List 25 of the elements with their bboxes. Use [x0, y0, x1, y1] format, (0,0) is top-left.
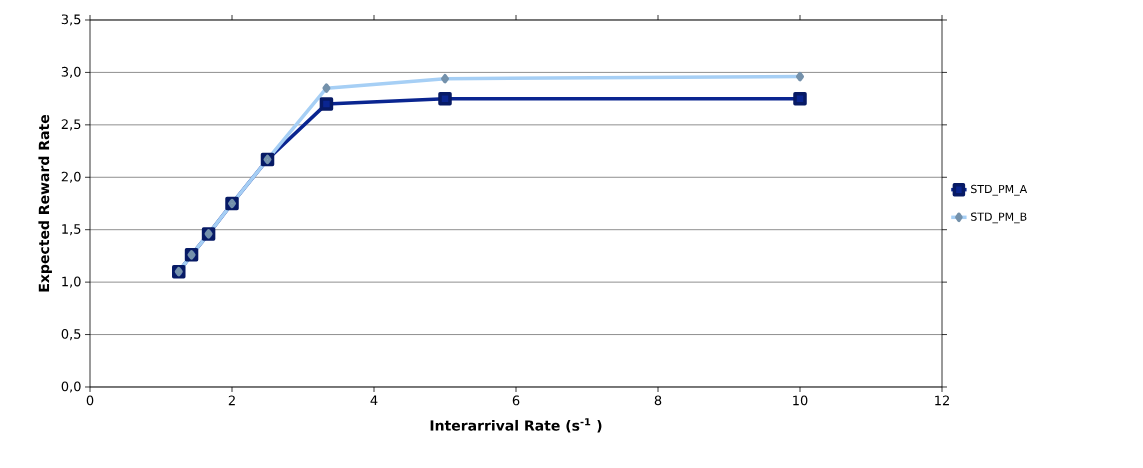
- y-tick-label: 2,5: [61, 119, 81, 131]
- y-tick-label: 3,0: [61, 66, 81, 78]
- x-tick-label: 12: [935, 395, 949, 406]
- point: [322, 83, 331, 93]
- y-tick-label: 2,0: [61, 171, 81, 183]
- x-tick-label: 6: [512, 395, 520, 406]
- y-axis-title: Expected Reward Rate: [38, 114, 52, 292]
- point: [793, 91, 807, 106]
- y-tick-label: 3,5: [61, 14, 81, 26]
- x-tick-label: 0: [86, 395, 94, 406]
- y-tick-label: 1,5: [62, 224, 81, 236]
- x-tick-label: 10: [793, 395, 808, 406]
- y-tick-label: 0,0: [61, 381, 81, 393]
- x-axis-title: Interarrival Rate (s$^{-1}$ ): [430, 418, 602, 433]
- point: [319, 97, 334, 111]
- point: [441, 73, 450, 84]
- legend-label: STD_PM_A: [971, 184, 1028, 196]
- x-tick-label: 8: [654, 395, 662, 406]
- point: [438, 91, 452, 106]
- y-tick-label: 0,5: [61, 328, 81, 341]
- point: [796, 71, 804, 82]
- legend-label: STD_PM_B: [971, 212, 1027, 224]
- x-tick-label: 4: [370, 395, 378, 405]
- y-tick-label: 1,0: [62, 276, 81, 288]
- x-tick-label: 2: [228, 395, 235, 406]
